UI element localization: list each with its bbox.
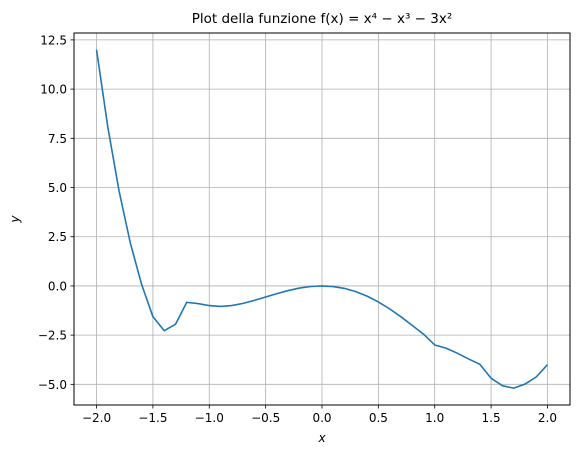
x-tick-label: 1.0	[425, 411, 444, 425]
y-axis-label: y	[8, 215, 22, 224]
y-tick-label: 10.0	[40, 83, 67, 97]
y-tick-label: −5.0	[38, 378, 67, 392]
grid	[74, 33, 570, 405]
x-tick-label: −0.5	[251, 411, 280, 425]
y-tick-label: −2.5	[38, 329, 67, 343]
y-tick-label: 7.5	[48, 132, 67, 146]
x-tick-label: 1.5	[482, 411, 501, 425]
y-tick-label: 12.5	[40, 33, 67, 47]
series-line	[95, 49, 549, 389]
x-tick-label: −1.0	[195, 411, 224, 425]
x-axis-label: x	[317, 431, 326, 445]
y-tick-label: 5.0	[48, 181, 67, 195]
chart-title: Plot della funzione f(x) = x⁴ − x³ − 3x²	[192, 11, 453, 27]
x-tick-label: 2.0	[538, 411, 557, 425]
x-tick-label: −2.0	[82, 411, 111, 425]
y-tick-label: 2.5	[48, 230, 67, 244]
x-tick-label: −1.5	[138, 411, 167, 425]
series-group	[95, 49, 549, 389]
x-tick-label: 0.5	[369, 411, 388, 425]
y-tick-label: 0.0	[48, 279, 67, 293]
x-tick-label: 0.0	[312, 411, 331, 425]
ticks: −2.0 −1.5 −1.0 −0.5 0.0 0.5 1.0 1.5 2.0 −5.0 −2.5 0…	[38, 33, 557, 425]
